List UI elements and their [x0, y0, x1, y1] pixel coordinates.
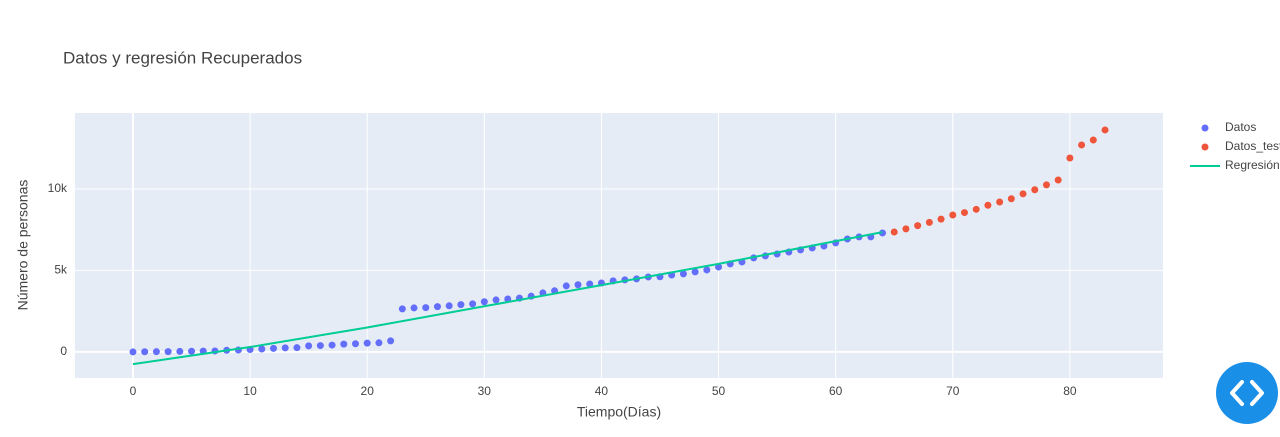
data-point: [996, 198, 1004, 206]
data-point: [469, 300, 477, 308]
data-point: [972, 205, 980, 213]
data-point: [445, 302, 453, 310]
legend-swatch: [1201, 143, 1209, 151]
data-point: [890, 228, 898, 236]
code-button[interactable]: [1216, 362, 1278, 424]
y-tick-label: 5k: [54, 263, 68, 277]
data-point: [410, 304, 418, 312]
x-tick-label: 50: [712, 384, 726, 398]
data-point: [433, 303, 441, 311]
data-point: [914, 222, 922, 230]
data-point: [1031, 186, 1039, 194]
data-point: [141, 348, 149, 356]
data-point: [925, 218, 933, 226]
data-point: [902, 225, 910, 233]
data-point: [340, 340, 348, 348]
data-point: [1078, 141, 1086, 149]
plot-area: [75, 113, 1163, 378]
data-point: [586, 280, 594, 288]
data-point: [1089, 136, 1097, 144]
data-point: [480, 298, 488, 306]
data-point: [504, 295, 512, 303]
y-tick-label: 0: [60, 344, 67, 358]
data-point: [258, 345, 266, 353]
data-point: [574, 281, 582, 289]
x-tick-label: 70: [946, 384, 960, 398]
data-point: [715, 263, 723, 271]
data-point: [1019, 190, 1027, 198]
data-point: [129, 348, 137, 356]
data-point: [164, 348, 172, 356]
data-point: [316, 342, 324, 350]
chart-title: Datos y regresión Recuperados: [63, 48, 302, 67]
data-point: [949, 211, 957, 219]
data-point: [351, 340, 359, 348]
data-point: [375, 339, 383, 347]
data-point: [328, 341, 336, 349]
x-tick-label: 10: [243, 384, 257, 398]
data-point: [305, 342, 313, 350]
data-point: [363, 339, 371, 347]
data-point: [562, 282, 570, 290]
data-point: [1007, 195, 1015, 203]
data-point: [960, 209, 968, 217]
data-point: [1066, 154, 1074, 162]
data-point: [679, 270, 687, 278]
code-icon: [1230, 380, 1264, 406]
data-point: [176, 347, 184, 355]
data-point: [387, 337, 395, 345]
data-point: [270, 344, 278, 352]
data-point: [152, 348, 160, 356]
regression-line: [132, 231, 883, 366]
data-point: [398, 305, 406, 313]
x-tick-label: 60: [829, 384, 843, 398]
legend-label: Regresión: [1225, 158, 1280, 172]
legend-label: Datos_test: [1225, 139, 1280, 153]
data-point: [1054, 176, 1062, 184]
data-point: [703, 266, 711, 274]
legend-label: Datos: [1225, 120, 1256, 134]
x-tick-label: 30: [478, 384, 492, 398]
x-tick-label: 20: [361, 384, 375, 398]
x-tick-label: 40: [595, 384, 609, 398]
data-point: [984, 201, 992, 209]
legend-swatch: [1201, 124, 1209, 132]
data-point: [457, 301, 465, 309]
x-tick-label: 80: [1063, 384, 1077, 398]
data-point: [1101, 126, 1109, 134]
data-point: [188, 347, 196, 355]
data-point: [281, 344, 289, 352]
data-point: [937, 215, 945, 223]
data-point: [492, 296, 500, 304]
x-tick-label: 0: [130, 384, 137, 398]
y-tick-label: 10k: [48, 181, 68, 195]
data-point: [293, 344, 301, 352]
data-point: [1042, 181, 1050, 189]
x-axis-label: Tiempo(Días): [577, 404, 661, 420]
y-axis-label: Número de personas: [15, 180, 31, 311]
data-point: [422, 304, 430, 312]
data-point: [691, 268, 699, 276]
